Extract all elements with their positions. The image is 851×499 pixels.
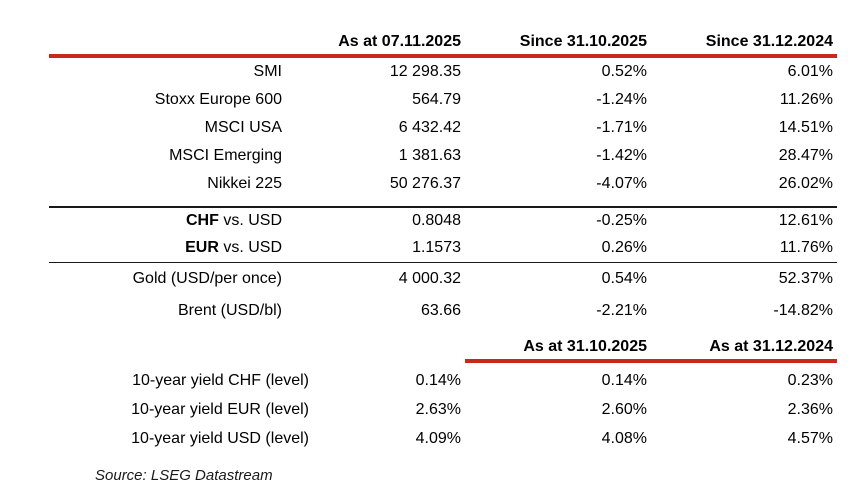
row-label: EUR vs. USD <box>49 239 286 257</box>
table-row-gold: Gold (USD/per once) 4 000.32 0.54% 52.37… <box>49 263 837 295</box>
row-label: SMI <box>253 63 282 80</box>
row-value-since-week: 0.26% <box>601 239 647 256</box>
table-row-msci-emerging: MSCI Emerging 1 381.63 -1.42% 28.47% <box>49 142 837 170</box>
row-label: Nikkei 225 <box>207 175 282 192</box>
row-value-asat-31-10: 2.60% <box>601 400 647 418</box>
row-value-current: 2.63% <box>415 400 461 418</box>
row-label: Stoxx Europe 600 <box>154 91 282 108</box>
row-label: Brent (USD/bl) <box>177 302 282 319</box>
row-label: CHF vs. USD <box>49 212 286 230</box>
black-divider-fx-top <box>49 206 837 208</box>
markets-header-row: As at 07.11.2025 Since 31.10.2025 Since … <box>49 30 837 54</box>
table-row-msci-usa: MSCI USA 6 432.42 -1.71% 14.51% <box>49 114 837 142</box>
currency-suffix: vs. USD <box>218 212 282 229</box>
row-value-since-week: -0.25% <box>596 212 647 229</box>
row-value-current: 4.09% <box>415 429 461 447</box>
column-header-since-31-10-2025: Since 31.10.2025 <box>519 33 647 50</box>
column-header-asat-31-12-2024: As at 31.12.2024 <box>709 338 833 355</box>
row-value-level: 0.8048 <box>412 212 461 229</box>
table-row-smi: SMI 12 298.35 0.52% 6.01% <box>49 58 837 86</box>
row-value-ytd: 14.51% <box>778 119 833 136</box>
source-note: Source: LSEG Datastream <box>95 467 273 484</box>
row-value-since-week: -1.24% <box>596 91 647 108</box>
row-label: 10-year yield USD (level) <box>131 429 309 447</box>
row-value-asat-31-12: 2.36% <box>787 400 833 418</box>
row-value-asat-31-10: 0.14% <box>601 371 647 389</box>
row-value-level: 1.1573 <box>412 239 461 256</box>
table-row-chf-usd: CHF vs. USD 0.8048 -0.25% 12.61% <box>49 208 837 235</box>
currency-code: EUR <box>185 239 219 256</box>
row-value-level: 4 000.32 <box>398 270 461 287</box>
row-value-ytd: 11.26% <box>779 91 833 108</box>
yields-header-row: As at 31.10.2025 As at 31.12.2024 <box>49 335 837 359</box>
column-header-asat-31-10-2025: As at 31.10.2025 <box>523 338 647 355</box>
red-divider-yields <box>465 359 837 363</box>
row-value-level: 63.66 <box>420 302 461 319</box>
row-value-level: 50 276.37 <box>389 175 461 192</box>
table-row-eur-usd: EUR vs. USD 1.1573 0.26% 11.76% <box>49 235 837 262</box>
red-divider-top <box>49 54 837 58</box>
row-value-ytd: 6.01% <box>787 63 833 80</box>
table-row-nikkei-225: Nikkei 225 50 276.37 -4.07% 26.02% <box>49 170 837 198</box>
row-value-ytd: -14.82% <box>773 302 833 319</box>
row-value-level: 1 381.63 <box>398 147 461 164</box>
row-value-ytd: 28.47% <box>778 147 833 164</box>
row-value-asat-31-10: 4.08% <box>601 429 647 447</box>
currency-suffix: vs. USD <box>218 239 282 256</box>
row-value-level: 564.79 <box>412 91 461 108</box>
row-value-since-week: 0.52% <box>601 63 647 80</box>
row-value-ytd: 52.37% <box>778 270 833 287</box>
row-label: MSCI USA <box>204 119 282 136</box>
markets-table: As at 07.11.2025 Since 31.10.2025 Since … <box>49 30 837 484</box>
row-value-ytd: 11.76% <box>779 239 833 256</box>
black-divider-fx-bottom <box>49 261 837 263</box>
row-value-level: 12 298.35 <box>389 63 461 80</box>
table-row-stoxx-europe-600: Stoxx Europe 600 564.79 -1.24% 11.26% <box>49 86 837 114</box>
table-row-yield-usd: 10-year yield USD (level) 4.09% 4.08% 4.… <box>49 424 837 453</box>
row-value-since-week: -4.07% <box>596 175 647 192</box>
row-label: MSCI Emerging <box>169 147 282 164</box>
table-row-yield-eur: 10-year yield EUR (level) 2.63% 2.60% 2.… <box>49 395 837 424</box>
row-label: 10-year yield EUR (level) <box>131 400 309 418</box>
row-label: Gold (USD/per once) <box>132 270 282 287</box>
row-value-asat-31-12: 4.57% <box>787 429 833 447</box>
row-value-level: 6 432.42 <box>398 119 461 136</box>
column-header-since-31-12-2024: Since 31.12.2024 <box>705 33 833 50</box>
column-header-asat-07-11-2025: As at 07.11.2025 <box>338 33 461 50</box>
row-value-current: 0.14% <box>415 371 461 389</box>
row-value-ytd: 26.02% <box>778 175 833 192</box>
row-label: 10-year yield CHF (level) <box>132 371 309 389</box>
row-value-since-week: -1.42% <box>596 147 647 164</box>
row-value-since-week: -1.71% <box>596 119 647 136</box>
row-value-asat-31-12: 0.23% <box>787 371 833 389</box>
row-value-ytd: 12.61% <box>778 212 833 229</box>
currency-code: CHF <box>185 212 219 229</box>
row-value-since-week: -2.21% <box>596 302 647 319</box>
table-row-yield-chf: 10-year yield CHF (level) 0.14% 0.14% 0.… <box>49 366 837 395</box>
table-row-brent: Brent (USD/bl) 63.66 -2.21% -14.82% <box>49 295 837 327</box>
row-value-since-week: 0.54% <box>601 270 647 287</box>
